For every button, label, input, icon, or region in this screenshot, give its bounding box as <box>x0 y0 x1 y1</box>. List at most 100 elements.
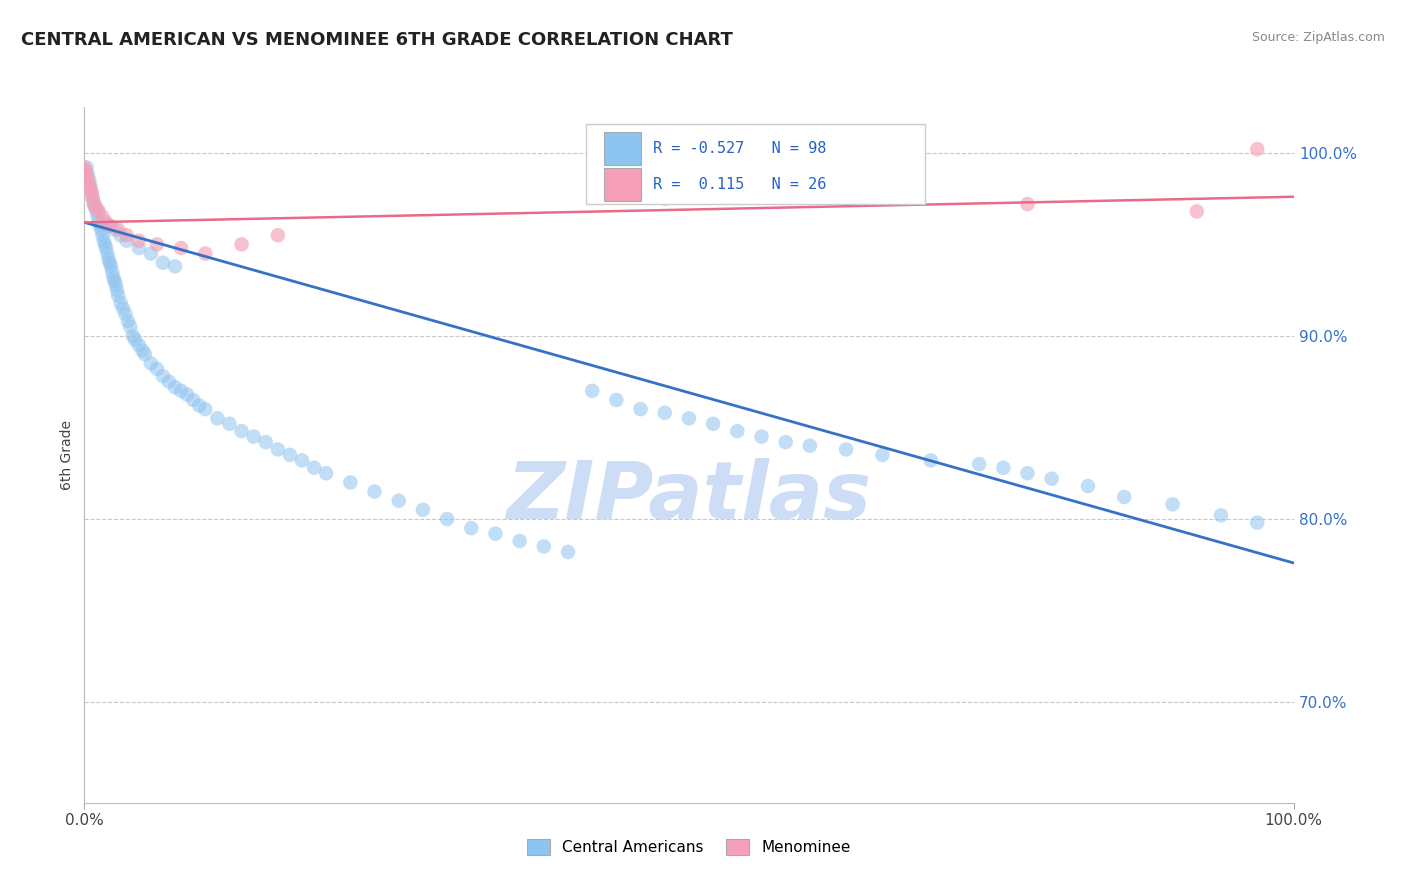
Point <box>557 545 579 559</box>
Point <box>83 197 105 211</box>
Point <box>79 182 101 196</box>
Point <box>835 442 858 457</box>
Point <box>94 237 117 252</box>
Point <box>100 219 122 233</box>
Point <box>967 457 990 471</box>
Point <box>91 228 114 243</box>
Point <box>315 467 337 481</box>
Point <box>1017 197 1039 211</box>
Point <box>207 411 229 425</box>
Point <box>77 173 100 187</box>
Point <box>90 223 112 237</box>
Point <box>170 241 193 255</box>
Point <box>630 402 652 417</box>
Point <box>993 460 1015 475</box>
Point <box>181 392 204 407</box>
Point <box>97 219 120 233</box>
Point <box>157 375 180 389</box>
Point <box>363 484 385 499</box>
Point <box>678 411 700 425</box>
Point <box>82 192 104 206</box>
Point <box>278 448 301 462</box>
Point <box>165 260 187 274</box>
Point <box>101 265 124 279</box>
Point <box>82 192 104 206</box>
Text: ZIPatlas: ZIPatlas <box>506 458 872 536</box>
Point <box>194 246 217 260</box>
Point <box>80 186 103 200</box>
Point <box>775 435 797 450</box>
Text: Source: ZipAtlas.com: Source: ZipAtlas.com <box>1251 31 1385 45</box>
Point <box>128 241 150 255</box>
Point <box>194 402 217 417</box>
Point <box>134 347 156 361</box>
Point <box>436 512 458 526</box>
Point <box>77 168 100 182</box>
Point <box>104 274 127 288</box>
Point <box>339 475 361 490</box>
Point <box>107 288 129 302</box>
Point <box>73 164 96 178</box>
Point <box>702 417 724 431</box>
Point <box>1040 472 1063 486</box>
Point <box>76 161 98 175</box>
Point <box>152 255 174 269</box>
Text: R = -0.527   N = 98: R = -0.527 N = 98 <box>652 141 827 156</box>
Point <box>581 384 603 398</box>
Point <box>920 453 942 467</box>
Point <box>799 439 821 453</box>
Point <box>231 237 253 252</box>
Bar <box>605 132 641 165</box>
Point <box>128 234 150 248</box>
Point <box>104 277 127 292</box>
Point <box>1161 497 1184 511</box>
Point <box>87 204 110 219</box>
Point <box>103 270 125 285</box>
Point <box>83 197 105 211</box>
Point <box>302 460 325 475</box>
Point <box>509 533 531 548</box>
Point <box>654 192 676 206</box>
Point <box>84 201 107 215</box>
Point <box>115 234 138 248</box>
Point <box>654 406 676 420</box>
Text: R =  0.115   N = 26: R = 0.115 N = 26 <box>652 177 827 192</box>
Point <box>114 307 136 321</box>
Point <box>73 161 96 175</box>
Point <box>751 429 773 443</box>
Point <box>1077 479 1099 493</box>
Point <box>388 493 411 508</box>
Point <box>1017 467 1039 481</box>
Point <box>1209 508 1232 523</box>
Point <box>188 399 211 413</box>
Point <box>146 237 169 252</box>
Point <box>97 252 120 266</box>
Point <box>115 228 138 243</box>
Point <box>1246 142 1268 156</box>
Point <box>104 223 127 237</box>
Point <box>77 178 100 193</box>
Point <box>242 429 264 443</box>
Point <box>131 343 153 358</box>
Point <box>110 296 132 310</box>
Point <box>267 228 290 243</box>
Point <box>412 503 434 517</box>
Point <box>176 387 198 401</box>
Y-axis label: 6th Grade: 6th Grade <box>60 420 75 490</box>
Point <box>139 356 162 370</box>
Point <box>124 333 146 347</box>
Point <box>75 164 97 178</box>
Point <box>254 435 277 450</box>
Point <box>96 246 118 260</box>
Point <box>79 178 101 193</box>
Bar <box>605 168 641 201</box>
Point <box>533 540 555 554</box>
Point <box>94 241 117 255</box>
Point <box>1185 204 1208 219</box>
Point <box>89 219 111 233</box>
Point <box>76 168 98 182</box>
Point <box>94 215 117 229</box>
Point <box>86 210 108 224</box>
Point <box>100 260 122 274</box>
Legend: Central Americans, Menominee: Central Americans, Menominee <box>520 833 858 862</box>
